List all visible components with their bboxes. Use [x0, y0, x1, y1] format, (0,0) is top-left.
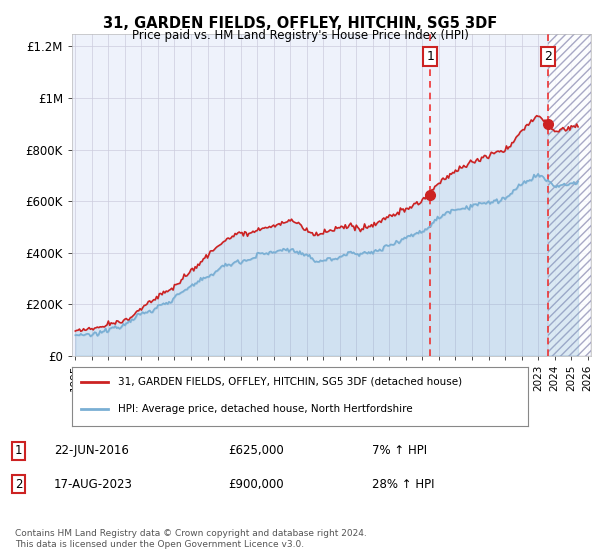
Text: 2: 2	[15, 478, 23, 491]
Text: Contains HM Land Registry data © Crown copyright and database right 2024.
This d: Contains HM Land Registry data © Crown c…	[15, 529, 367, 549]
Text: 31, GARDEN FIELDS, OFFLEY, HITCHIN, SG5 3DF: 31, GARDEN FIELDS, OFFLEY, HITCHIN, SG5 …	[103, 16, 497, 31]
Text: Price paid vs. HM Land Registry's House Price Index (HPI): Price paid vs. HM Land Registry's House …	[131, 29, 469, 42]
Text: 17-AUG-2023: 17-AUG-2023	[54, 478, 133, 491]
Text: 7% ↑ HPI: 7% ↑ HPI	[372, 444, 427, 458]
Text: 1: 1	[15, 444, 23, 458]
Text: £625,000: £625,000	[228, 444, 284, 458]
Text: £900,000: £900,000	[228, 478, 284, 491]
Text: 1: 1	[426, 50, 434, 63]
Text: 28% ↑ HPI: 28% ↑ HPI	[372, 478, 434, 491]
Text: HPI: Average price, detached house, North Hertfordshire: HPI: Average price, detached house, Nort…	[118, 404, 412, 414]
Text: 22-JUN-2016: 22-JUN-2016	[54, 444, 129, 458]
Text: 2: 2	[544, 50, 552, 63]
Text: 31, GARDEN FIELDS, OFFLEY, HITCHIN, SG5 3DF (detached house): 31, GARDEN FIELDS, OFFLEY, HITCHIN, SG5 …	[118, 376, 462, 386]
